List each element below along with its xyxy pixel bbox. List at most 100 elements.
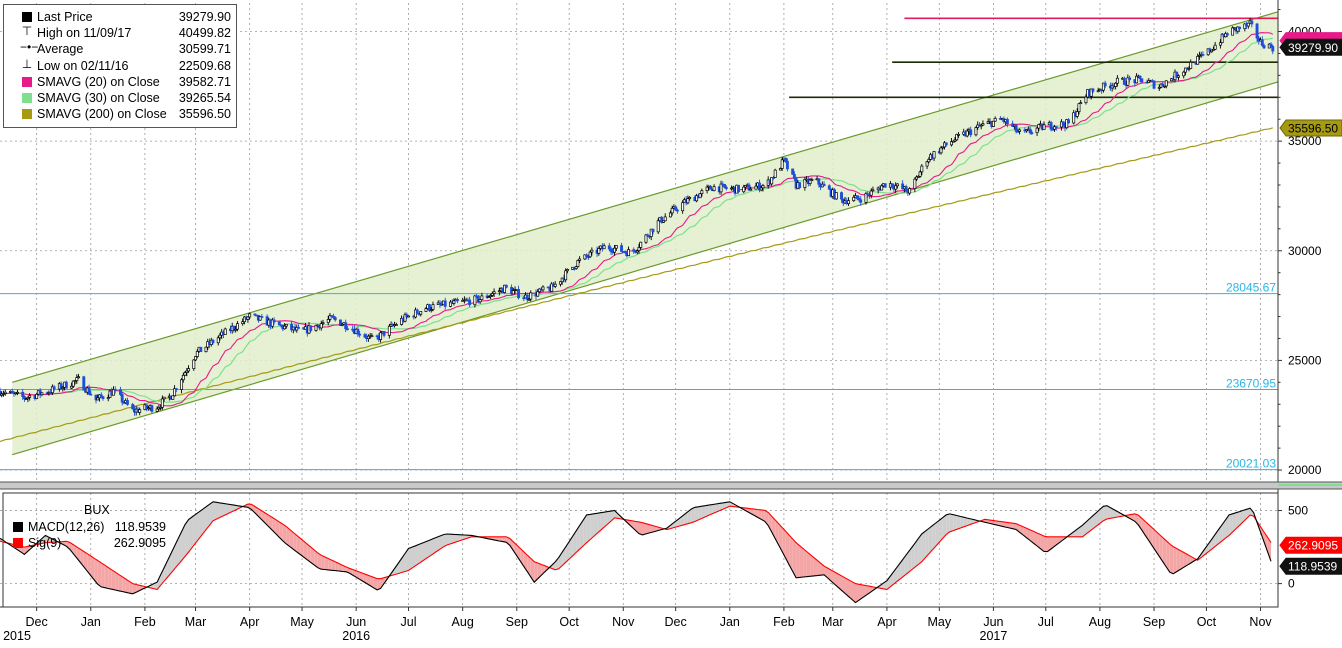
macd-fill-band <box>579 520 584 550</box>
candle-body <box>211 339 215 344</box>
macd-fill-band <box>1138 515 1142 531</box>
candle-body <box>40 392 44 396</box>
candle-body <box>918 171 922 177</box>
candle-body <box>1189 61 1193 69</box>
macd-fill-band <box>600 512 605 531</box>
candle-body <box>1061 121 1065 126</box>
candle-body <box>277 321 281 326</box>
macd-panel-title: BUX <box>84 503 110 517</box>
macd-fill-band <box>939 517 943 543</box>
macd-fill-band <box>373 577 378 590</box>
macd-fill-band <box>907 547 912 573</box>
candle-body <box>991 120 995 127</box>
candle-body <box>89 393 93 396</box>
candle-body <box>637 247 641 251</box>
candle-body <box>511 290 515 295</box>
price-y-tick-label: 30000 <box>1288 244 1322 258</box>
candle-body <box>649 228 653 237</box>
macd-fill-band <box>303 541 308 560</box>
candle-body <box>223 328 227 335</box>
macd-fill-band <box>572 530 577 556</box>
macd-fill-band <box>799 545 804 578</box>
candle-body <box>1218 42 1222 46</box>
candle-body <box>1271 46 1275 52</box>
candle-body <box>468 299 472 306</box>
candle-body <box>283 325 287 330</box>
macd-fill-band <box>729 501 734 507</box>
candle-body <box>661 220 665 223</box>
candle-body <box>1138 75 1142 80</box>
candle-body <box>358 333 362 336</box>
candle-body <box>651 228 655 233</box>
candle-body <box>419 311 423 315</box>
macd-fill-band <box>862 584 866 598</box>
price-legend-value: 39265.54 <box>178 91 231 105</box>
macd-fill-band <box>506 536 510 546</box>
macd-fill-band <box>202 506 207 535</box>
macd-fill-band <box>192 514 196 548</box>
candle-body <box>424 308 428 312</box>
candle-body <box>106 397 110 400</box>
macd-panel <box>0 492 1279 608</box>
candle-body <box>87 387 91 395</box>
x-axis-tick-label: Jun <box>983 615 1003 629</box>
candle-body <box>759 187 763 191</box>
candle-body <box>443 300 447 307</box>
macd-fill-band <box>178 531 182 565</box>
macd-fill-band <box>307 544 311 563</box>
macd-fill-band <box>48 537 53 543</box>
panel-separator <box>0 482 1342 489</box>
macd-fill-band <box>701 505 706 519</box>
macd-fill-band <box>963 517 968 527</box>
macd-fill-band <box>960 516 964 529</box>
macd-fill-band <box>590 513 594 540</box>
x-axis-tick-label: Dec <box>665 615 687 629</box>
candle-body <box>366 335 370 339</box>
macd-fill-band <box>118 574 123 592</box>
macd-fill-band <box>206 504 210 530</box>
macd-fill-band <box>401 553 406 573</box>
candle-body <box>855 195 859 199</box>
macd-fill-band <box>80 549 84 567</box>
macd-fill-band <box>279 521 283 541</box>
candle-body <box>688 197 692 199</box>
candle-body <box>150 405 154 412</box>
candle-body <box>94 394 98 401</box>
candle-body <box>635 250 639 253</box>
candle-body <box>487 296 491 298</box>
candle-body <box>64 381 68 389</box>
price-legend-label: SMAVG (30) on Close <box>37 91 160 105</box>
macd-fill-band <box>1033 531 1038 547</box>
macd-fill-band <box>1051 536 1055 549</box>
macd-fill-band <box>328 558 332 571</box>
candle-body <box>965 130 969 137</box>
candle-body <box>827 185 831 190</box>
macd-fill-band <box>209 501 213 526</box>
macd-swatch <box>13 522 23 532</box>
candle-body <box>174 388 178 391</box>
candle-body <box>490 293 494 296</box>
candle-body <box>326 318 330 323</box>
macd-fill-band <box>639 521 643 535</box>
macd-fill-band <box>408 547 413 571</box>
candle-body <box>82 376 86 391</box>
macd-fill-band <box>810 554 814 577</box>
candle-body <box>866 193 870 196</box>
candle-body <box>627 249 630 257</box>
candle-body <box>950 141 953 146</box>
macd-fill-band <box>216 502 220 520</box>
candle-body <box>890 183 894 188</box>
candle-body <box>859 199 863 203</box>
x-axis-tick-label: May <box>290 615 314 629</box>
macd-fill-band <box>429 538 433 557</box>
macd-fill-band <box>223 503 227 516</box>
candle-body <box>686 198 690 204</box>
macd-fill-band <box>219 502 224 518</box>
macd-fill-band <box>1218 524 1223 544</box>
macd-fill-band <box>1089 515 1093 532</box>
macd-fill-band <box>104 565 109 589</box>
candle-body <box>356 328 360 335</box>
candle-body <box>185 370 189 373</box>
candle-body <box>101 396 105 400</box>
candle-body <box>379 332 383 340</box>
